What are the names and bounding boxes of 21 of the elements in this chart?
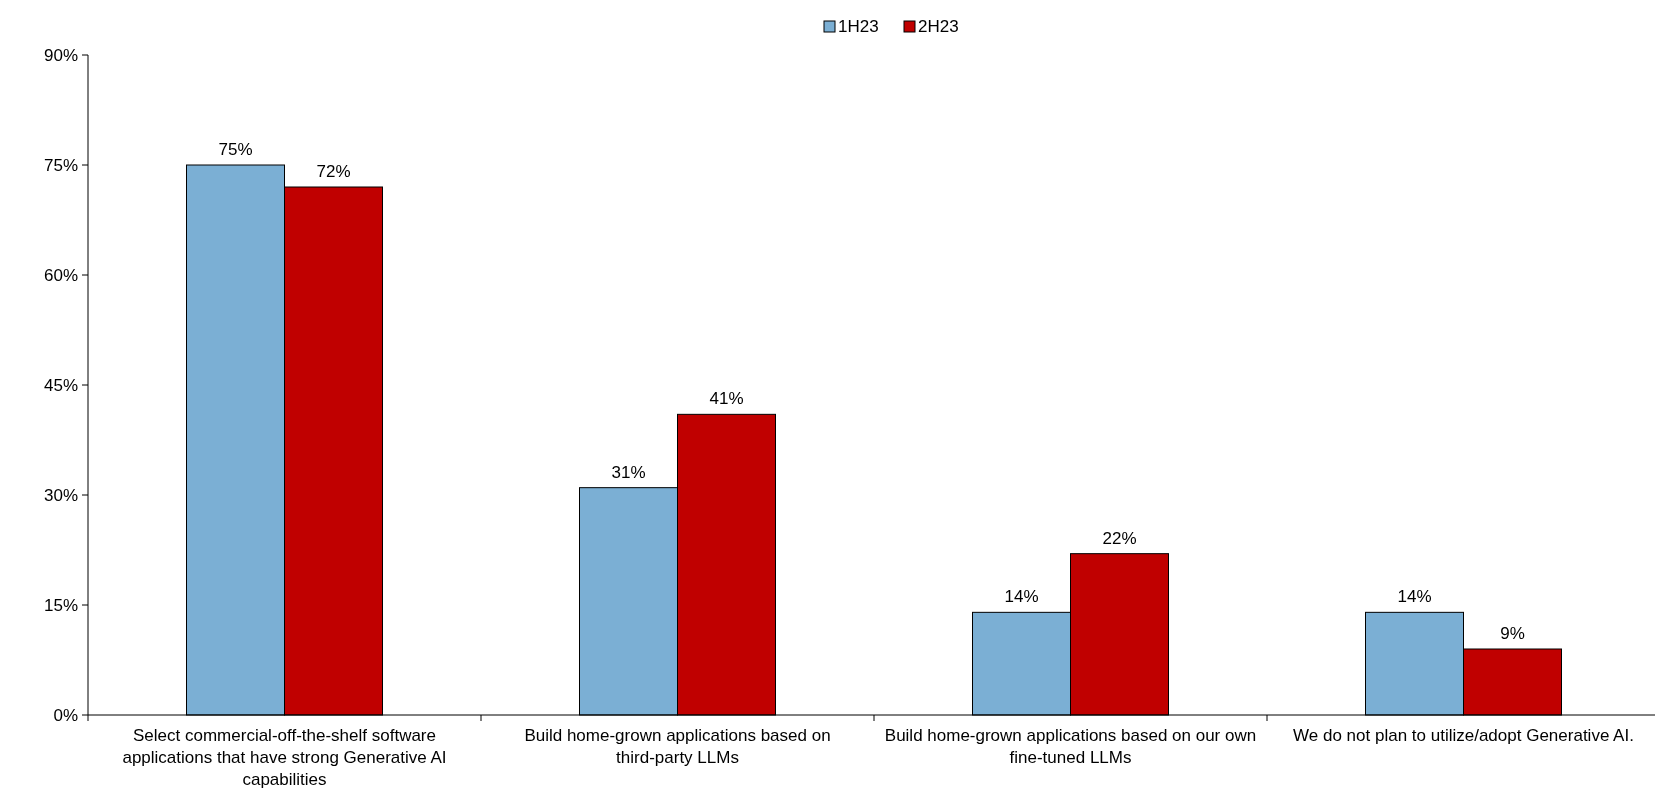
text: 9% xyxy=(1500,624,1525,643)
text: 41% xyxy=(709,389,744,409)
x-tick-label: Select commercial-off-the-shelf software applications that have strong Generative AI capabilities xyxy=(122,726,447,789)
text: 14% xyxy=(1397,587,1432,607)
y-tick-label: 90% xyxy=(43,45,78,65)
x-tick-label: Build home-grown applications based on our own fine-tuned LLMs xyxy=(884,726,1257,767)
x-tick-label: Build home-grown applications based on third-party LLMs xyxy=(524,726,831,767)
y-tick-label: 45% xyxy=(43,375,78,395)
text: 72% xyxy=(316,162,351,181)
legend-label: 2H23 xyxy=(918,17,959,36)
y-tick-label: 75% xyxy=(43,155,78,175)
text: 14% xyxy=(1004,587,1039,607)
text: 31% xyxy=(611,462,646,482)
y-tick-label: 30% xyxy=(43,485,78,505)
legend-label: 1H23 xyxy=(838,17,879,36)
text: 22% xyxy=(1102,528,1137,548)
y-tick-label: 15% xyxy=(43,595,78,615)
text: 75% xyxy=(218,140,253,159)
y-tick-label: 0% xyxy=(53,705,78,725)
x-tick-label: We do not plan to utilize/adopt Generative AI. xyxy=(1293,726,1634,745)
y-tick-label: 60% xyxy=(43,265,78,285)
